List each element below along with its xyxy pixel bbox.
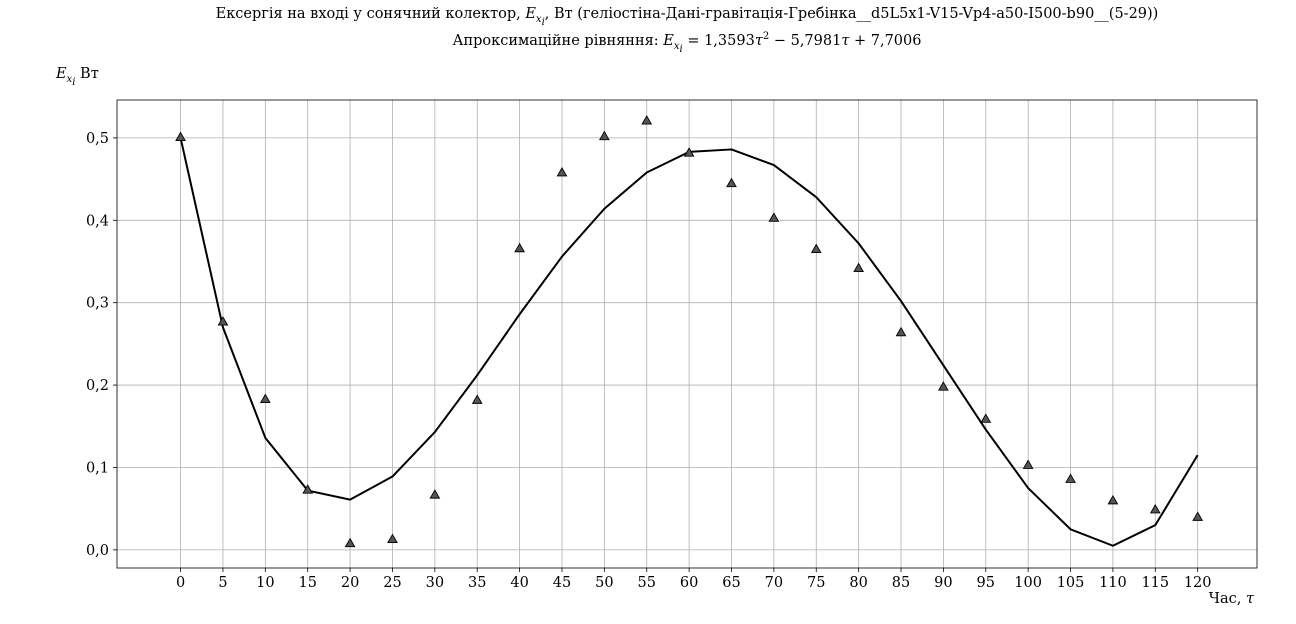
- title-var: E: [525, 6, 536, 22]
- y-tick-label: 0,4: [86, 213, 109, 229]
- equation-tau: τ: [754, 32, 763, 49]
- x-tick-label: 70: [765, 575, 783, 591]
- y-axis-label: Exi Вт: [56, 66, 99, 88]
- title-var-sub: x: [535, 13, 542, 25]
- x-tick-label: 30: [426, 575, 444, 591]
- x-tick-label: 15: [298, 575, 316, 591]
- chart-title-line-2: Апроксимаційне рівняння: Exi = 1,3593τ2 …: [0, 31, 1296, 55]
- data-point-marker: [598, 130, 610, 141]
- y-tick-label: 0,2: [86, 378, 109, 394]
- y-tick-label: 0,1: [86, 460, 109, 476]
- x-tick-label: 40: [510, 575, 528, 591]
- data-point-marker: [1192, 511, 1204, 521]
- x-axis-label-var: τ: [1245, 591, 1254, 607]
- data-point-marker: [895, 326, 907, 337]
- equation-tau-2: τ: [841, 32, 850, 49]
- x-tick-label: 80: [849, 575, 867, 591]
- equation-coef-b: − 5,7981: [769, 32, 842, 49]
- equation-coef-c: + 7,7006: [849, 32, 922, 49]
- data-point-marker: [259, 393, 271, 403]
- equation-coef-a: = 1,3593: [682, 32, 755, 49]
- x-tick-label: 75: [807, 575, 825, 591]
- x-tick-label: 45: [553, 575, 571, 591]
- x-tick-label: 120: [1184, 575, 1212, 591]
- data-point-marker: [726, 177, 737, 188]
- equation-var-sub: x: [673, 40, 680, 52]
- data-point-marker: [853, 262, 865, 272]
- x-tick-label: 10: [256, 575, 274, 591]
- data-point-marker: [1149, 503, 1161, 514]
- x-tick-label: 55: [638, 575, 656, 591]
- x-tick-label: 110: [1099, 575, 1127, 591]
- equation-exponent: 2: [762, 31, 770, 42]
- y-axis-var-subsub: i: [72, 76, 76, 88]
- data-point-marker: [938, 381, 949, 391]
- title-text-pre: Ексергія на вході у сонячний колектор,: [215, 6, 526, 22]
- data-point-marker: [302, 484, 314, 494]
- x-tick-label: 100: [1014, 575, 1042, 591]
- x-axis-label: Час, τ: [1209, 591, 1254, 607]
- x-tick-label: 115: [1141, 575, 1169, 591]
- x-tick-label: 85: [892, 575, 910, 591]
- data-point-marker: [175, 131, 186, 141]
- data-point-marker: [641, 115, 653, 125]
- title-text-post: , Вт (геліостіна-Дані-гравітація-Гребінк…: [544, 6, 1159, 22]
- data-point-marker: [471, 394, 483, 404]
- equation-var: E: [663, 32, 674, 49]
- x-tick-label: 5: [218, 575, 227, 591]
- data-point-marker: [768, 212, 780, 222]
- title-var-subsub: i: [541, 16, 545, 28]
- data-point-marker: [810, 243, 822, 254]
- x-tick-label: 105: [1057, 575, 1085, 591]
- equation-var-subsub: i: [679, 43, 683, 55]
- y-axis-unit: Вт: [75, 66, 99, 82]
- data-point-marker: [387, 533, 398, 544]
- y-tick-label: 0,3: [86, 296, 109, 312]
- x-tick-label: 35: [468, 575, 486, 591]
- plot-frame: [116, 99, 1258, 569]
- data-point-marker: [1107, 494, 1119, 505]
- data-point-marker: [429, 489, 441, 499]
- y-axis-var: E: [56, 66, 67, 82]
- data-point-marker: [217, 316, 229, 326]
- data-point-marker: [1022, 459, 1034, 469]
- y-axis-var-sub: x: [66, 73, 73, 85]
- x-tick-label: 50: [595, 575, 613, 591]
- data-point-marker: [344, 537, 356, 548]
- data-point-marker: [514, 242, 525, 253]
- x-tick-label: 20: [341, 575, 359, 591]
- x-tick-label: 25: [383, 575, 401, 591]
- x-tick-label: 0: [176, 575, 185, 591]
- x-tick-label: 90: [934, 575, 952, 591]
- x-tick-label: 65: [722, 575, 740, 591]
- data-point-marker: [683, 147, 695, 157]
- x-axis-label-text: Час,: [1208, 591, 1246, 607]
- y-tick-label: 0,5: [86, 131, 109, 147]
- x-tick-label: 95: [977, 575, 995, 591]
- y-tick-label: 0,0: [86, 543, 109, 559]
- data-point-marker: [556, 167, 568, 177]
- data-point-marker: [1065, 473, 1076, 483]
- data-point-marker: [980, 413, 992, 423]
- chart-title-line-1: Ексергія на вході у сонячний колектор, E…: [0, 6, 1296, 28]
- equation-label: Апроксимаційне рівняння:: [452, 32, 664, 49]
- x-tick-label: 60: [680, 575, 698, 591]
